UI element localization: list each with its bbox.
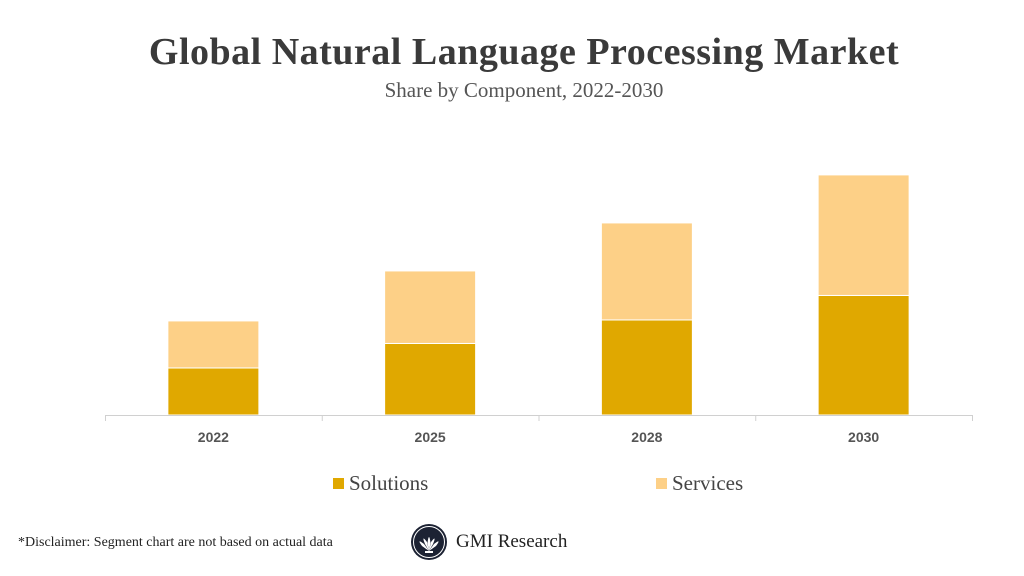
brand-name: GMI Research xyxy=(456,531,568,552)
bar-services-2028 xyxy=(600,222,693,321)
legend-swatch-solutions xyxy=(333,478,344,489)
disclaimer: *Disclaimer: Segment chart are not based… xyxy=(18,535,333,550)
chart-subtitle: Share by Component, 2022-2030 xyxy=(384,78,664,102)
legend-item-solutions: Solutions xyxy=(333,471,428,496)
logo-emblem-icon xyxy=(411,524,447,560)
bar-solutions-2025 xyxy=(384,342,477,416)
bar-services-2030 xyxy=(817,174,910,296)
x-tick-label: 2022 xyxy=(198,429,229,445)
chart-title: Global Natural Language Processing Marke… xyxy=(148,31,900,73)
bar-solutions-2022 xyxy=(167,367,260,416)
bar-solutions-2028 xyxy=(600,319,693,416)
legend-label: Solutions xyxy=(349,471,429,495)
bar-services-2022 xyxy=(167,320,260,369)
x-tick-label: 2028 xyxy=(631,429,662,445)
x-tick-label: 2025 xyxy=(415,429,446,445)
x-tick-label: 2030 xyxy=(848,429,879,445)
legend-swatch-services xyxy=(656,478,667,489)
bar-services-2025 xyxy=(384,270,477,344)
brand-logo: GMI Research xyxy=(410,523,567,561)
legend-label: Services xyxy=(672,471,744,495)
legend-item-services: Services xyxy=(656,471,743,496)
bar-solutions-2030 xyxy=(817,294,910,416)
